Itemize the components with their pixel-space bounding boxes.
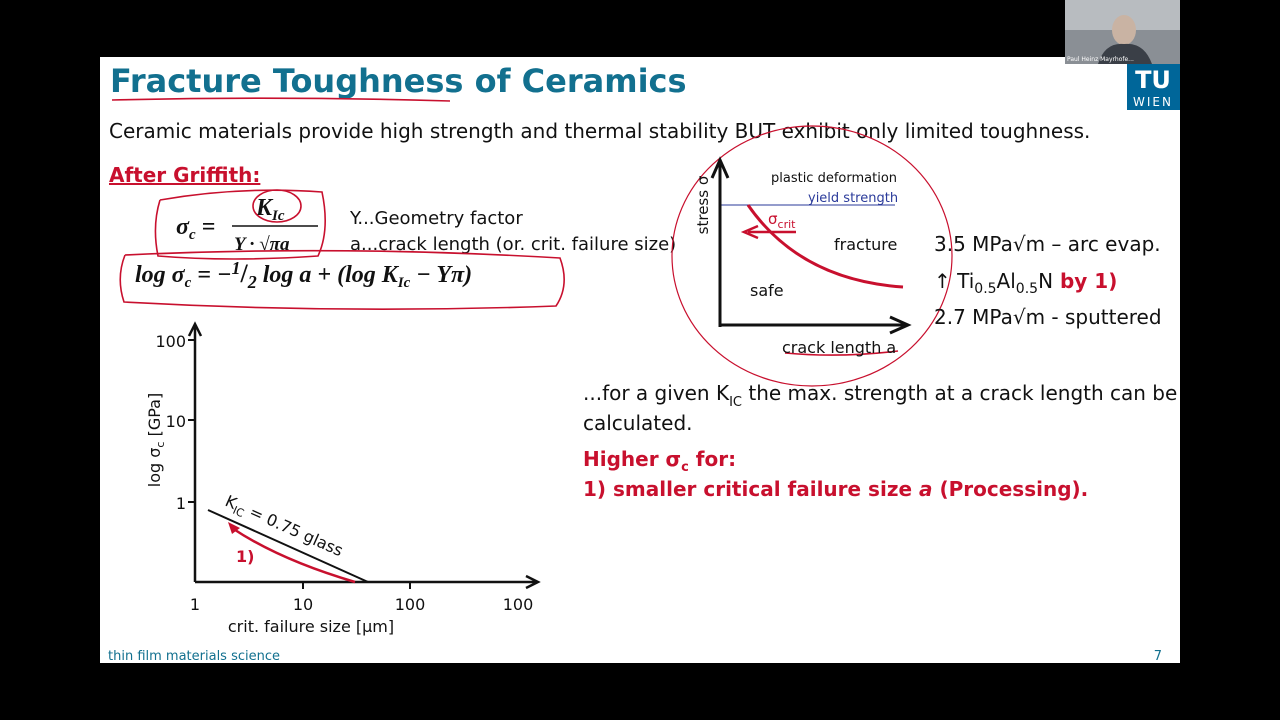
highlight: Higher σc for: [583, 447, 736, 475]
y-tick-label: 100 [155, 332, 186, 351]
page-number: 7 [1154, 649, 1162, 664]
result-tialn: ↑ Ti0.5Al0.5N by 1) [934, 269, 1117, 297]
webcam-name: Paul Heinz Mayrhofe... [1067, 56, 1134, 63]
webcam: Paul Heinz Mayrhofe... [1065, 0, 1180, 64]
slide [100, 57, 1180, 663]
x-tick-label: 100 [395, 595, 426, 614]
formula-1-denominator: Y · √πa [234, 234, 290, 255]
x-tick-label: 10 [293, 595, 313, 614]
inset-fracture: fracture [834, 235, 897, 254]
ink-box [119, 249, 565, 310]
x-axis-label: crit. failure size [µm] [228, 617, 394, 636]
ink-underline [111, 97, 451, 102]
inset-x-label: crack length a [782, 338, 896, 357]
title: Fracture Toughness of Ceramics [110, 62, 687, 100]
ink-box [154, 189, 326, 260]
y-tick-label: 10 [166, 412, 186, 431]
log-plot [187, 321, 541, 590]
footer: thin film materials science [108, 649, 280, 664]
body-text: ...for a given KIC the max. strength at … [583, 381, 1177, 410]
result-arc: 3.5 MPa√m – arc evap. [934, 232, 1161, 256]
inset-safe: safe [750, 281, 784, 300]
highlight: 1) smaller critical failure size a (Proc… [583, 477, 1088, 501]
inset-region: plastic deformation [771, 171, 897, 186]
x-tick-label: 100 [503, 595, 534, 614]
formula-2: log σc = −1/2 log a + (log KIc − Yπ) [135, 258, 472, 292]
logo-top: TU [1135, 66, 1171, 94]
ink-circle [671, 125, 953, 387]
annotation: 1) [236, 547, 254, 566]
ink-circle [252, 189, 302, 223]
inset-crit: σcrit [768, 210, 796, 231]
intro: Ceramic materials provide high strength … [109, 119, 1090, 143]
body-text: calculated. [583, 411, 693, 435]
y-tick-label: 1 [176, 494, 186, 513]
y-axis-label: log σc [GPa] [145, 393, 167, 487]
inset-yield: yield strength [808, 191, 898, 206]
inset-diagram [710, 156, 912, 356]
legend-a: a...crack length (or. crit. failure size… [350, 234, 676, 255]
logo-bottom: WIEN [1133, 95, 1173, 109]
logo: TU WIEN [1127, 64, 1180, 110]
legend-y: Y...Geometry factor [349, 208, 523, 229]
griffith-heading: After Griffith: [109, 163, 260, 187]
x-tick-label: 1 [190, 595, 200, 614]
formula-1-numerator: KIc [255, 195, 285, 224]
result-sputter: 2.7 MPa√m - sputtered [934, 305, 1162, 329]
inset-y-label: stress σ [694, 175, 712, 234]
formula-1: σc = [176, 214, 215, 243]
